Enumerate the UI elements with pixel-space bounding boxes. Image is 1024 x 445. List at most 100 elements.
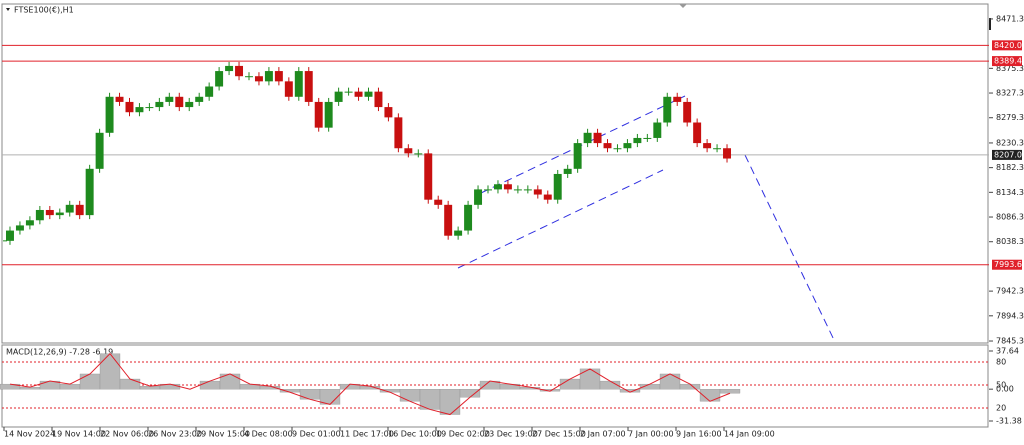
main-panel	[1, 3, 989, 344]
x-tick-label: 7 Jan 00:00	[628, 430, 674, 439]
level-tick-label: 50	[996, 381, 1006, 390]
x-tick-label: 9 Dec 01:00	[292, 430, 341, 439]
candle	[175, 96, 184, 108]
x-tick-label: 23 Dec 19:00	[484, 430, 538, 439]
macd-bar	[399, 389, 421, 402]
y-tick-label: 8038.3	[996, 237, 1024, 246]
candle	[254, 76, 263, 82]
level-label-box	[992, 149, 1022, 160]
candle	[215, 71, 224, 87]
y-tick-label: 8182.3	[996, 163, 1024, 172]
candle	[6, 230, 14, 241]
candle	[225, 65, 234, 72]
macd-signal	[9, 352, 731, 416]
candle	[95, 132, 104, 169]
y-tick-label: 7894.3	[996, 311, 1024, 320]
candle	[693, 122, 702, 144]
candle	[404, 148, 413, 154]
y-tick-label: 8327.3	[996, 89, 1024, 98]
channel-upper	[480, 95, 686, 194]
y-tick-label: 8279.3	[996, 113, 1024, 122]
candle	[454, 230, 463, 236]
candle	[245, 76, 253, 78]
macd-bar	[719, 389, 741, 394]
candle	[304, 71, 313, 102]
level-label-box	[992, 40, 1022, 51]
x-tick-label: 19 Dec 02:00	[436, 430, 490, 439]
candle	[683, 101, 692, 123]
candle	[35, 209, 44, 221]
x-tick-label: 29 Nov 15:00	[196, 430, 250, 439]
candle	[633, 137, 642, 144]
candle	[324, 101, 333, 128]
level-label: 8420.0	[994, 41, 1022, 50]
level-label: 8389.4	[994, 57, 1022, 66]
candle	[593, 132, 602, 144]
candle	[484, 189, 492, 191]
candle	[314, 101, 323, 128]
candle	[105, 96, 114, 133]
macd-bar	[679, 383, 701, 390]
candle	[284, 81, 293, 97]
x-tick-label: 14 Nov 2024	[4, 430, 55, 439]
y-tick-label: 8375.3	[996, 64, 1024, 73]
macd-tick-label: -31.38	[996, 417, 1022, 426]
candle	[583, 132, 592, 144]
candle	[703, 143, 712, 149]
level-label-box	[992, 259, 1022, 270]
candle	[75, 204, 84, 216]
candle	[414, 153, 423, 155]
candle	[573, 143, 582, 169]
candle	[563, 168, 572, 174]
level-label-box	[992, 56, 1022, 67]
macd-bar	[119, 378, 141, 390]
x-tick-label: 26 Nov 23:00	[148, 430, 202, 439]
channel-lower	[457, 169, 664, 269]
macd-bar	[559, 378, 581, 390]
x-tick-label: 4 Dec 08:00	[244, 430, 293, 439]
candle	[543, 194, 552, 200]
x-tick-label: 16 Dec 10:00	[388, 430, 442, 439]
macd-tick-label: 0.00	[996, 385, 1014, 394]
candle	[553, 173, 562, 200]
candle	[623, 143, 632, 149]
candle	[663, 96, 672, 123]
candle	[344, 91, 353, 93]
candle	[424, 153, 433, 200]
candle	[334, 91, 343, 102]
candle	[125, 101, 134, 113]
candle	[205, 86, 214, 97]
candle	[613, 148, 622, 150]
x-tick-label: 19 Nov 14:00	[52, 430, 106, 439]
candle	[185, 101, 194, 108]
y-tick-label: 7845.3	[996, 337, 1024, 346]
candle	[713, 148, 722, 150]
candle	[354, 91, 363, 97]
y-tick-label: 8471.3	[996, 14, 1024, 23]
macd-bar	[459, 389, 481, 398]
candle	[643, 137, 652, 139]
chart-title: FTSE100(€),H1	[14, 6, 74, 15]
x-tick-label: 22 Nov 06:00	[100, 430, 154, 439]
candle	[165, 96, 174, 102]
candle	[235, 65, 244, 77]
level-label: 7993.6	[994, 260, 1022, 269]
candle	[513, 189, 522, 191]
candle	[503, 184, 512, 190]
candle	[15, 225, 24, 231]
menu-arrow	[6, 8, 10, 11]
x-tick-label: 11 Dec 17:00	[340, 430, 394, 439]
x-tick-label: 14 Jan 09:00	[724, 430, 775, 439]
candle	[145, 107, 154, 109]
candle	[434, 199, 443, 205]
y-tick-label: 7942.3	[996, 287, 1024, 296]
candle	[85, 168, 94, 216]
y-tick-label: 8134.3	[996, 188, 1024, 197]
level-label: 8207.0	[994, 150, 1022, 159]
candle	[653, 122, 662, 138]
macd-title: MACD(12,26,9) -7.28 -6.19	[6, 348, 113, 357]
candle	[374, 91, 383, 108]
candle	[673, 96, 682, 102]
macd-tick-label: 37.64	[996, 347, 1019, 356]
